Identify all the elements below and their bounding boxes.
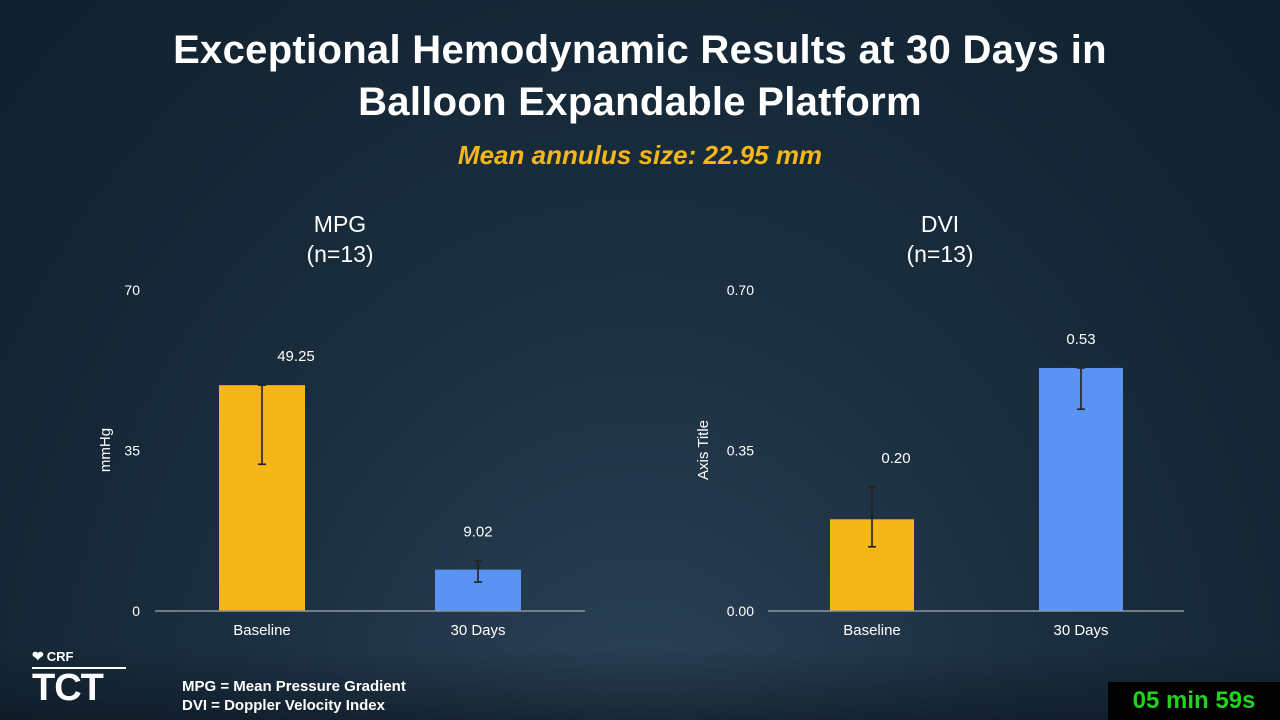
- x-tick-label: Baseline: [843, 622, 901, 639]
- crf-logo-text: CRF: [46, 649, 74, 664]
- slide-title: Exceptional Hemodynamic Results at 30 Da…: [0, 24, 1280, 128]
- heart-icon: ❤: [32, 648, 44, 664]
- chart-title-1: MPG: [314, 211, 366, 237]
- crf-logo: ❤ CRF: [32, 648, 132, 665]
- data-label: 49.25: [277, 348, 315, 365]
- y-tick-label: 0.00: [727, 603, 754, 619]
- slide-title-line2: Balloon Expandable Platform: [358, 80, 922, 124]
- abbreviation-mpg: MPG = Mean Pressure Gradient: [182, 678, 406, 695]
- data-label: 0.20: [881, 450, 910, 467]
- y-tick-label: 70: [124, 282, 140, 298]
- presentation-timer: 05 min 59s: [1108, 682, 1280, 720]
- y-tick-label: 0.35: [727, 443, 754, 459]
- y-tick-label: 0.70: [727, 282, 754, 298]
- chart-subtitle-2: (n=13): [906, 241, 973, 267]
- y-tick-label: 35: [124, 443, 140, 459]
- x-tick-label: Baseline: [233, 622, 291, 639]
- x-tick-label: 30 Days: [450, 622, 505, 639]
- logo-divider: [32, 667, 126, 669]
- y-tick-label: 0: [132, 603, 140, 619]
- slide-title-line1: Exceptional Hemodynamic Results at 30 Da…: [173, 28, 1107, 72]
- x-tick-label: 30 Days: [1053, 622, 1108, 639]
- abbreviations: MPG = Mean Pressure Gradient DVI = Doppl…: [182, 677, 406, 715]
- chart-subtitle-1: (n=13): [306, 241, 373, 267]
- data-label: 9.02: [463, 524, 492, 541]
- y-axis-label: mmHg: [97, 428, 114, 472]
- tct-logo-text: TCT: [32, 667, 104, 709]
- slide-subtitle: Mean annulus size: 22.95 mm: [457, 140, 823, 170]
- y-axis-label: Axis Title: [695, 420, 712, 480]
- tct-logo: ❤ CRF TCT: [32, 648, 132, 707]
- abbreviation-dvi: DVI = Doppler Velocity Index: [182, 697, 385, 714]
- chart-title-2: DVI: [921, 211, 959, 237]
- data-label: 0.53: [1066, 331, 1095, 348]
- footer-band: [0, 650, 1280, 720]
